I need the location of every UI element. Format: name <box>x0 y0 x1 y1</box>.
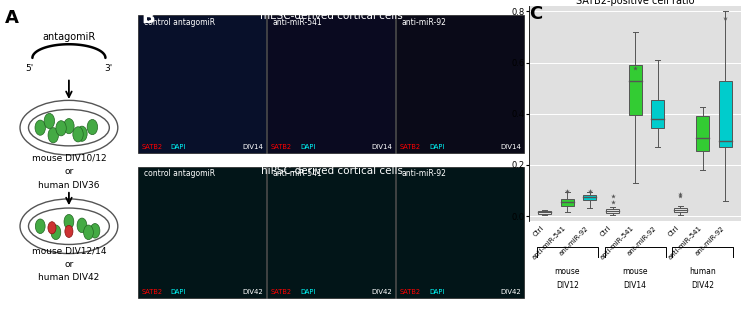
Bar <box>138 167 266 298</box>
Text: anti-miR-92: anti-miR-92 <box>402 18 447 27</box>
Text: mouse DIV12/14: mouse DIV12/14 <box>31 246 106 255</box>
Ellipse shape <box>83 225 93 240</box>
Text: anti-miR-541: anti-miR-541 <box>667 225 703 261</box>
Text: DAPI: DAPI <box>429 144 444 150</box>
Text: mESC-derived cortical cells: mESC-derived cortical cells <box>260 11 403 21</box>
Text: Ctrl: Ctrl <box>600 225 612 238</box>
Bar <box>651 100 665 128</box>
Text: DAPI: DAPI <box>300 289 315 295</box>
Text: DIV12: DIV12 <box>556 281 579 290</box>
Text: C: C <box>529 5 542 23</box>
Ellipse shape <box>51 225 61 240</box>
Text: mouse DIV10/12: mouse DIV10/12 <box>31 154 107 162</box>
Bar <box>138 15 266 154</box>
Text: ant-miR-92: ant-miR-92 <box>626 225 658 257</box>
Bar <box>673 209 687 212</box>
Text: DAPI: DAPI <box>429 289 444 295</box>
Text: SATB2: SATB2 <box>271 144 292 150</box>
Text: SATB2: SATB2 <box>400 289 421 295</box>
Text: DAPI: DAPI <box>300 144 315 150</box>
Text: human: human <box>690 267 716 276</box>
Text: ant-miR-92: ant-miR-92 <box>559 225 590 257</box>
Text: DIV14: DIV14 <box>501 144 522 150</box>
Bar <box>583 195 597 200</box>
Bar <box>267 15 395 154</box>
Text: anti-miR-541: anti-miR-541 <box>273 169 323 178</box>
Text: anti-miR-541: anti-miR-541 <box>599 225 635 261</box>
Ellipse shape <box>44 113 54 129</box>
Bar <box>697 116 709 151</box>
Ellipse shape <box>90 223 100 238</box>
Text: DIV42: DIV42 <box>372 289 392 295</box>
Text: DIV14: DIV14 <box>242 144 263 150</box>
Ellipse shape <box>73 127 83 142</box>
Ellipse shape <box>56 121 66 136</box>
Bar <box>561 199 574 206</box>
Text: mouse: mouse <box>622 267 648 276</box>
Ellipse shape <box>77 126 87 141</box>
Text: Ctrl: Ctrl <box>532 225 545 238</box>
Text: B: B <box>142 9 155 27</box>
Text: human DIV36: human DIV36 <box>38 181 100 190</box>
Text: human DIV42: human DIV42 <box>38 273 100 282</box>
Ellipse shape <box>48 222 56 234</box>
Ellipse shape <box>77 218 87 233</box>
Text: or: or <box>64 167 74 176</box>
Text: DAPI: DAPI <box>171 289 186 295</box>
Text: ant-miR-92: ant-miR-92 <box>694 225 726 257</box>
Bar <box>267 167 395 298</box>
Text: control antagomiR: control antagomiR <box>144 18 215 27</box>
Ellipse shape <box>35 219 45 234</box>
Bar <box>606 209 619 213</box>
Text: DIV14: DIV14 <box>371 144 392 150</box>
Text: A: A <box>5 9 19 27</box>
Bar <box>629 65 641 115</box>
Text: DIV42: DIV42 <box>691 281 714 290</box>
Text: mouse: mouse <box>554 267 580 276</box>
Text: or: or <box>64 260 74 269</box>
Text: DIV42: DIV42 <box>242 289 263 295</box>
Text: SATB2: SATB2 <box>142 289 163 295</box>
Ellipse shape <box>64 215 74 229</box>
Text: hiPSC-derived cortical cells: hiPSC-derived cortical cells <box>261 166 402 176</box>
Text: SATB2: SATB2 <box>400 144 421 150</box>
Ellipse shape <box>35 120 45 135</box>
Text: Ctrl: Ctrl <box>668 225 680 238</box>
Ellipse shape <box>63 118 74 134</box>
Text: DAPI: DAPI <box>171 144 186 150</box>
Bar <box>396 15 524 154</box>
Text: DIV14: DIV14 <box>624 281 647 290</box>
Text: SATB2: SATB2 <box>142 144 163 150</box>
Ellipse shape <box>48 128 58 143</box>
Title: SATB2-positive cell ratio: SATB2-positive cell ratio <box>576 0 694 6</box>
Bar <box>538 211 551 214</box>
Text: anti-miR-541: anti-miR-541 <box>531 225 568 261</box>
Text: antagomiR: antagomiR <box>42 32 95 42</box>
Ellipse shape <box>87 119 98 135</box>
Text: SATB2: SATB2 <box>271 289 292 295</box>
Bar <box>396 167 524 298</box>
Bar <box>719 81 732 147</box>
Text: 5': 5' <box>25 64 34 73</box>
Text: anti-miR-541: anti-miR-541 <box>273 18 323 27</box>
Text: 3': 3' <box>104 64 112 73</box>
Ellipse shape <box>65 225 73 238</box>
Text: control antagomiR: control antagomiR <box>144 169 215 178</box>
Text: anti-miR-92: anti-miR-92 <box>402 169 447 178</box>
Text: DIV42: DIV42 <box>501 289 522 295</box>
